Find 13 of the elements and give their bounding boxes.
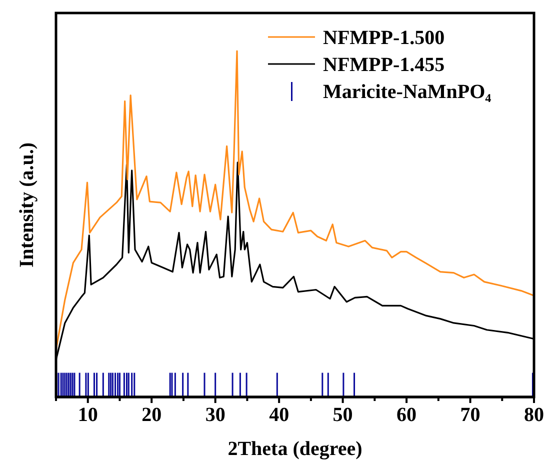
y-axis-title: Intensity (a.u.) bbox=[16, 142, 38, 268]
x-tick-label: 60 bbox=[396, 404, 417, 426]
legend-label: NFMPP-1.500 bbox=[323, 27, 445, 49]
x-tick-label: 80 bbox=[524, 404, 544, 426]
x-tick-label: 20 bbox=[142, 404, 162, 426]
x-tick-label: 50 bbox=[332, 404, 353, 426]
legend-label: Maricite-NaMnPO₄ bbox=[323, 81, 492, 103]
x-tick-label: 70 bbox=[460, 404, 480, 426]
x-tick-label: 10 bbox=[78, 404, 98, 426]
x-tick-label: 40 bbox=[269, 404, 290, 426]
x-tick-label: 30 bbox=[205, 404, 226, 426]
legend-label: NFMPP-1.455 bbox=[323, 54, 445, 76]
x-axis-title: 2Theta (degree) bbox=[228, 438, 362, 460]
